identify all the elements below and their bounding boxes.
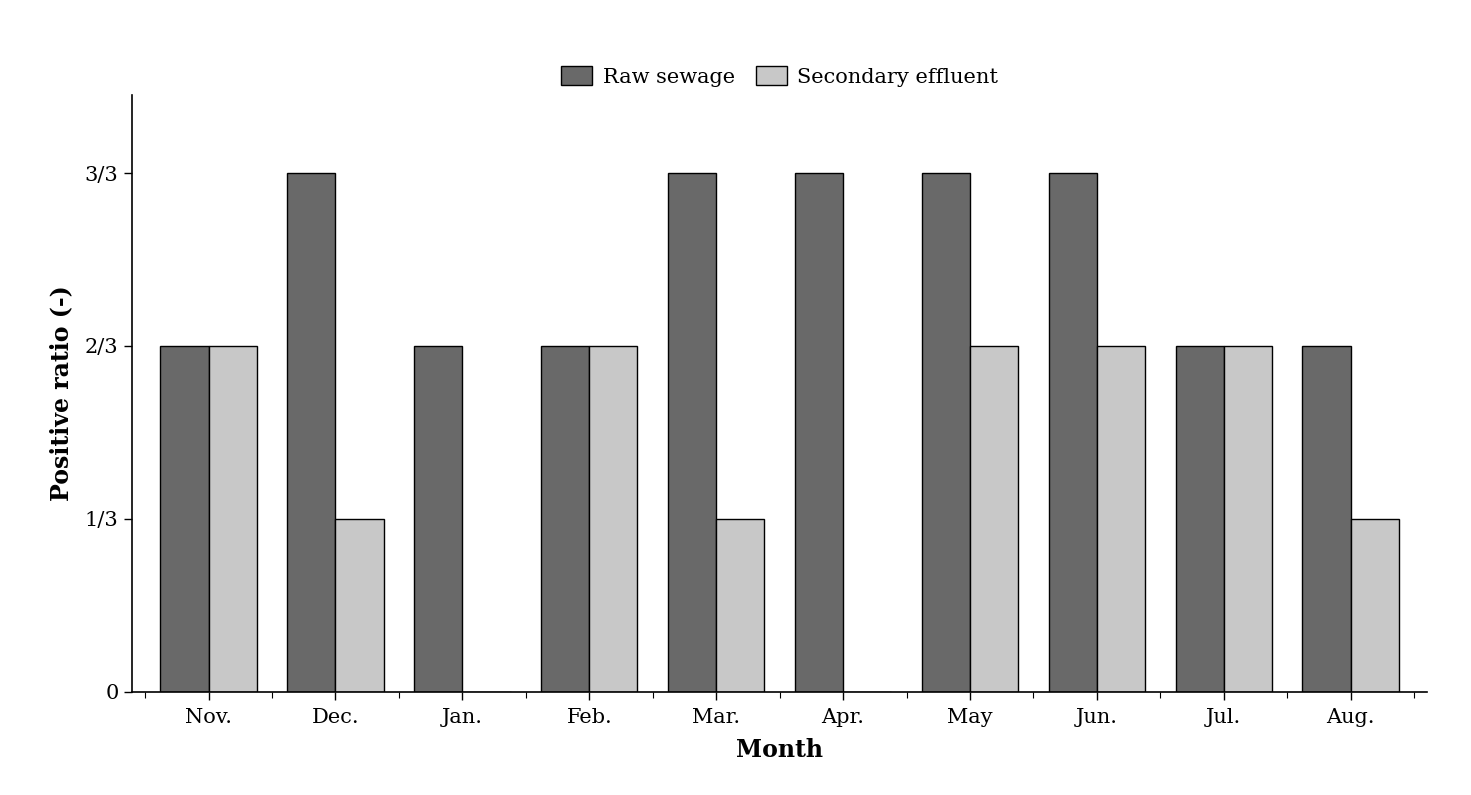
Bar [668,173,716,692]
Bar [1302,346,1350,692]
Bar [160,346,209,692]
Bar [209,346,257,692]
Bar [1350,519,1399,692]
Y-axis label: Positive ratio (-): Positive ratio (-) [50,285,74,502]
Bar [794,173,843,692]
Legend: Raw sewage, Secondary effluent: Raw sewage, Secondary effluent [553,58,1006,95]
Bar [1175,346,1224,692]
Bar [716,519,765,692]
Bar [969,346,1018,692]
Bar [1049,173,1097,692]
Bar [287,173,335,692]
Bar [541,346,590,692]
Bar [1224,346,1272,692]
X-axis label: Month: Month [736,739,824,762]
Bar [590,346,637,692]
Bar [335,519,384,692]
Bar [1097,346,1144,692]
Bar [415,346,462,692]
Bar [922,173,969,692]
